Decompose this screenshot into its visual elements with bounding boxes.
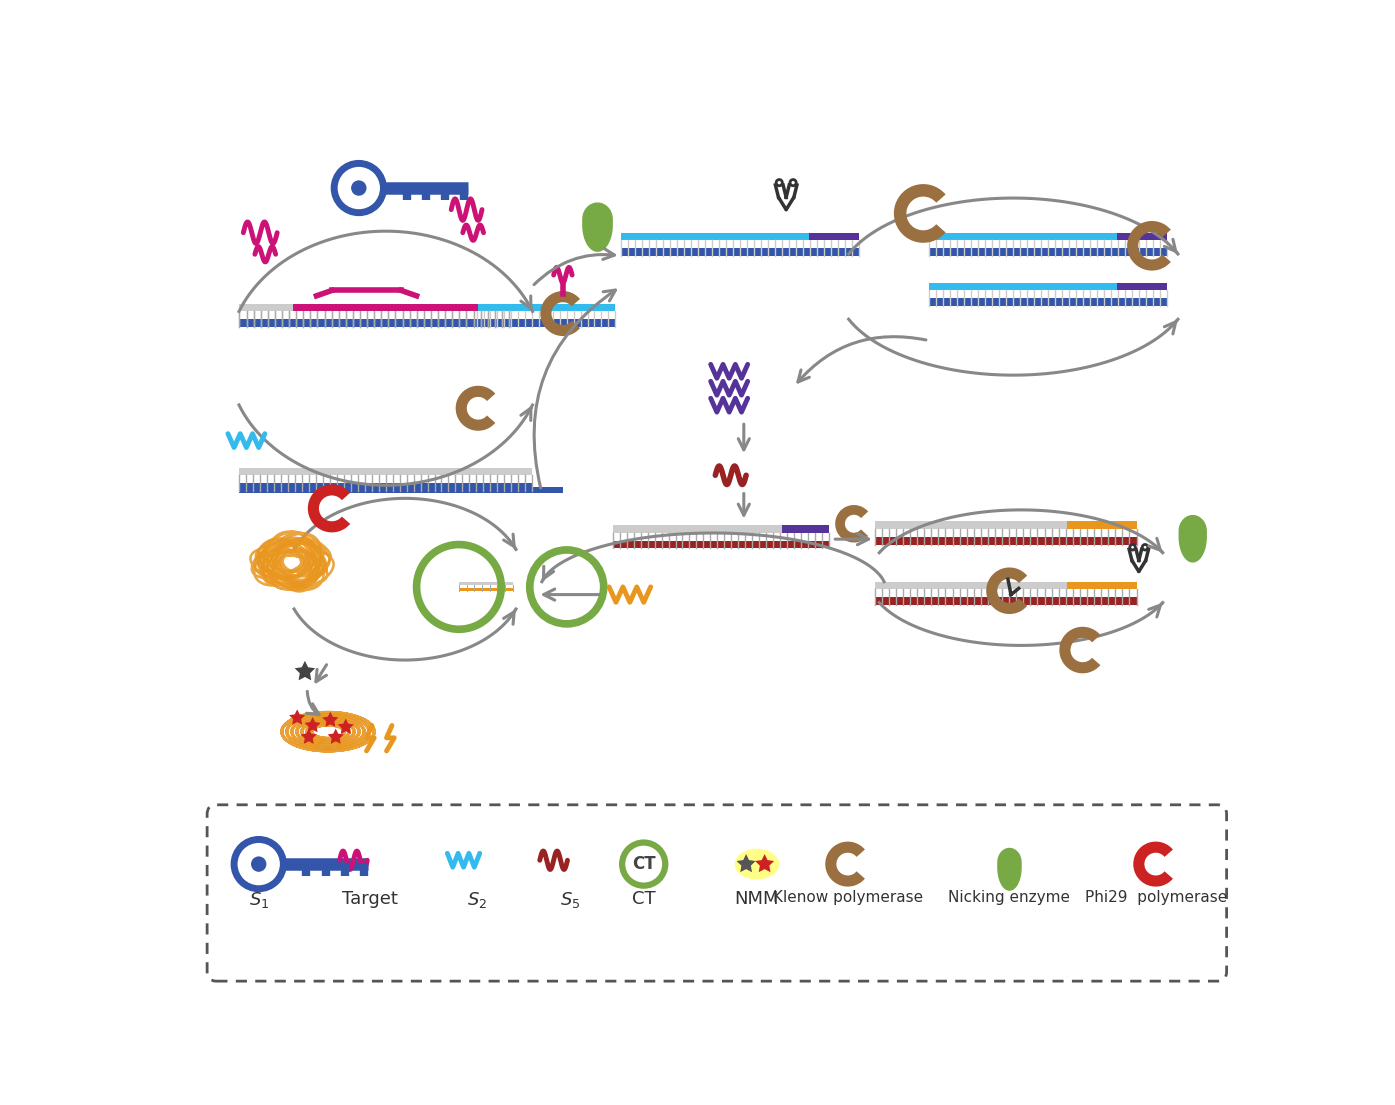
- Text: CT: CT: [632, 890, 656, 907]
- Bar: [477, 304, 615, 312]
- Polygon shape: [737, 854, 756, 872]
- Bar: [240, 319, 509, 327]
- Bar: [875, 522, 1137, 529]
- Bar: [929, 233, 1168, 241]
- Circle shape: [352, 180, 367, 196]
- Bar: [240, 319, 509, 327]
- Bar: [612, 540, 829, 548]
- Bar: [875, 537, 1137, 545]
- Text: $S_5$: $S_5$: [561, 890, 580, 909]
- Bar: [477, 319, 615, 327]
- Bar: [621, 233, 859, 241]
- Bar: [929, 298, 1168, 306]
- Bar: [1067, 522, 1137, 529]
- Text: Nicking enzyme: Nicking enzyme: [949, 890, 1070, 905]
- Bar: [875, 597, 1137, 604]
- Bar: [240, 487, 562, 493]
- Bar: [612, 525, 829, 533]
- Text: Phi29  polymerase: Phi29 polymerase: [1085, 890, 1226, 905]
- Ellipse shape: [735, 849, 780, 880]
- Bar: [240, 304, 509, 312]
- Bar: [293, 304, 478, 312]
- Bar: [929, 249, 1168, 255]
- Bar: [875, 581, 1137, 589]
- Bar: [783, 525, 829, 533]
- Circle shape: [784, 196, 788, 199]
- Polygon shape: [328, 728, 343, 744]
- Text: Klenow polymerase: Klenow polymerase: [773, 890, 923, 905]
- Bar: [1117, 283, 1168, 291]
- Circle shape: [1137, 559, 1141, 562]
- Bar: [809, 233, 859, 241]
- Bar: [929, 283, 1168, 291]
- Bar: [459, 588, 513, 591]
- Text: Target: Target: [342, 890, 399, 907]
- Polygon shape: [289, 709, 306, 725]
- Text: NMM: NMM: [735, 890, 780, 907]
- Polygon shape: [755, 854, 774, 872]
- Circle shape: [251, 856, 266, 872]
- Bar: [1117, 233, 1168, 241]
- Text: CT: CT: [632, 855, 656, 873]
- Polygon shape: [338, 718, 354, 734]
- Polygon shape: [583, 203, 612, 251]
- Polygon shape: [322, 712, 339, 727]
- Bar: [240, 304, 509, 312]
- Bar: [240, 467, 531, 475]
- Polygon shape: [997, 849, 1021, 891]
- Polygon shape: [304, 717, 321, 733]
- Polygon shape: [294, 661, 315, 681]
- Bar: [1067, 581, 1137, 589]
- Polygon shape: [1179, 516, 1207, 561]
- Text: $S_1$: $S_1$: [248, 890, 269, 909]
- Bar: [459, 581, 513, 585]
- Text: $S_2$: $S_2$: [466, 890, 487, 909]
- Bar: [240, 483, 531, 491]
- Bar: [621, 249, 859, 255]
- Polygon shape: [301, 728, 317, 744]
